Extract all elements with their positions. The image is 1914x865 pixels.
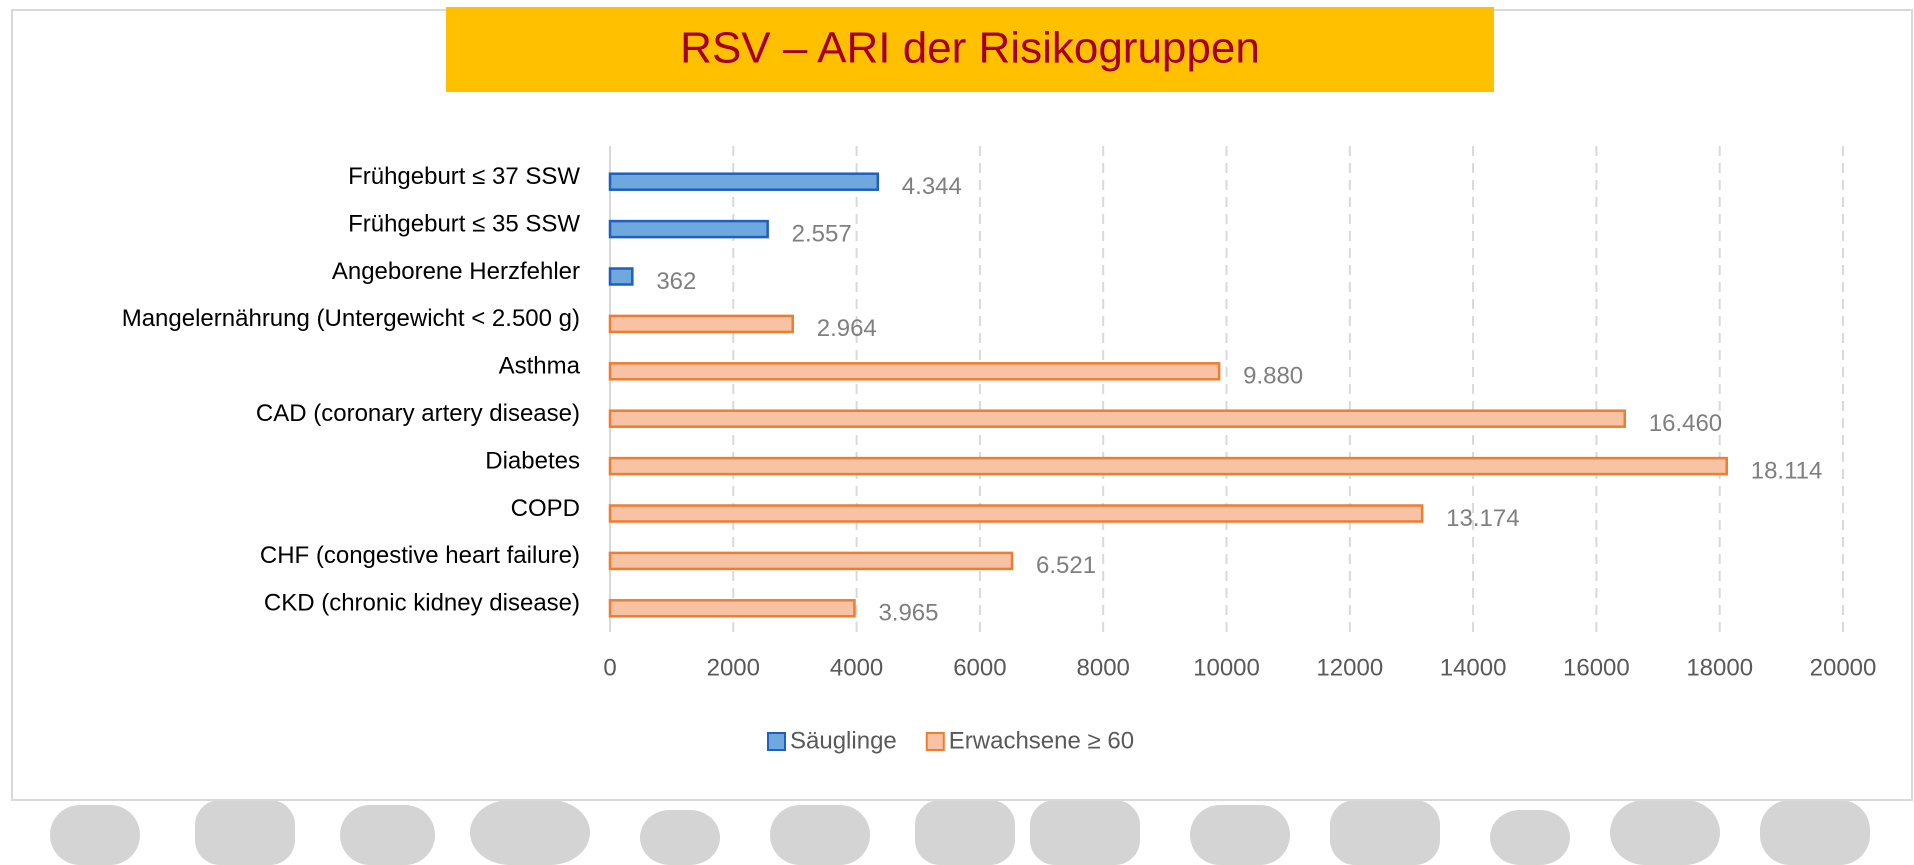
y-tick-label: Diabetes — [485, 447, 580, 474]
silhouette — [770, 805, 870, 865]
bar — [610, 316, 793, 332]
legend-label: Erwachsene ≥ 60 — [949, 727, 1134, 754]
chart-title: RSV – ARI der Risikogruppen — [680, 24, 1260, 73]
x-tick-label: 8000 — [1077, 654, 1130, 681]
y-tick-label: CHF (congestive heart failure) — [260, 542, 580, 569]
value-label: 13.174 — [1446, 505, 1519, 532]
value-label: 16.460 — [1649, 410, 1722, 437]
value-label: 362 — [656, 268, 696, 295]
bar — [610, 269, 632, 285]
bar — [610, 600, 854, 616]
y-tick-label: Frühgeburt ≤ 37 SSW — [348, 163, 580, 190]
y-tick-label: CAD (coronary artery disease) — [256, 400, 580, 427]
bar — [610, 458, 1727, 474]
legend-label: Säuglinge — [790, 727, 897, 754]
legend-swatch — [927, 733, 944, 750]
y-tick-label: Asthma — [499, 353, 581, 380]
x-tick-label: 10000 — [1193, 654, 1260, 681]
bar — [610, 411, 1625, 427]
y-tick-label: Angeborene Herzfehler — [332, 258, 580, 285]
decoration — [50, 800, 1870, 865]
silhouette — [1490, 810, 1570, 865]
value-label: 9.880 — [1243, 363, 1303, 390]
y-tick-label: CKD (chronic kidney disease) — [264, 590, 580, 617]
bar — [610, 506, 1422, 522]
silhouette — [1760, 800, 1870, 865]
silhouette — [470, 800, 590, 865]
y-tick-label: Frühgeburt ≤ 35 SSW — [348, 210, 580, 237]
silhouette — [640, 810, 720, 865]
silhouette — [1330, 800, 1440, 865]
silhouette — [340, 805, 435, 865]
bar — [610, 221, 768, 237]
x-tick-label: 12000 — [1316, 654, 1383, 681]
bar — [610, 174, 878, 190]
bar — [610, 553, 1012, 569]
value-label: 2.964 — [817, 315, 877, 342]
x-tick-label: 20000 — [1810, 654, 1877, 681]
value-label: 3.965 — [878, 600, 938, 627]
x-tick-label: 6000 — [953, 654, 1006, 681]
bar — [610, 363, 1219, 379]
y-tick-label: COPD — [511, 495, 580, 522]
silhouette — [50, 805, 140, 865]
page: RSV – ARI der Risikogruppen 0 2000 4000 600… — [0, 0, 1914, 865]
x-tick-label: 4000 — [830, 654, 883, 681]
silhouette — [915, 800, 1015, 865]
x-tick-label: 18000 — [1686, 654, 1753, 681]
x-tick-label: 14000 — [1440, 654, 1507, 681]
value-label: 6.521 — [1036, 552, 1096, 579]
silhouette — [1190, 805, 1290, 865]
legend-swatch — [768, 733, 785, 750]
silhouette — [195, 800, 295, 865]
x-tick-label: 0 — [603, 654, 616, 681]
value-label: 18.114 — [1751, 457, 1823, 484]
chart: RSV – ARI der Risikogruppen 0 2000 4000 600… — [0, 0, 1914, 865]
y-tick-label: Mangelernährung (Untergewicht < 2.500 g) — [122, 305, 580, 332]
silhouette — [1610, 800, 1720, 865]
x-tick-label: 2000 — [707, 654, 760, 681]
x-tick-label: 16000 — [1563, 654, 1630, 681]
value-label: 4.344 — [902, 173, 962, 200]
value-label: 2.557 — [792, 220, 852, 247]
silhouette — [1030, 800, 1140, 865]
